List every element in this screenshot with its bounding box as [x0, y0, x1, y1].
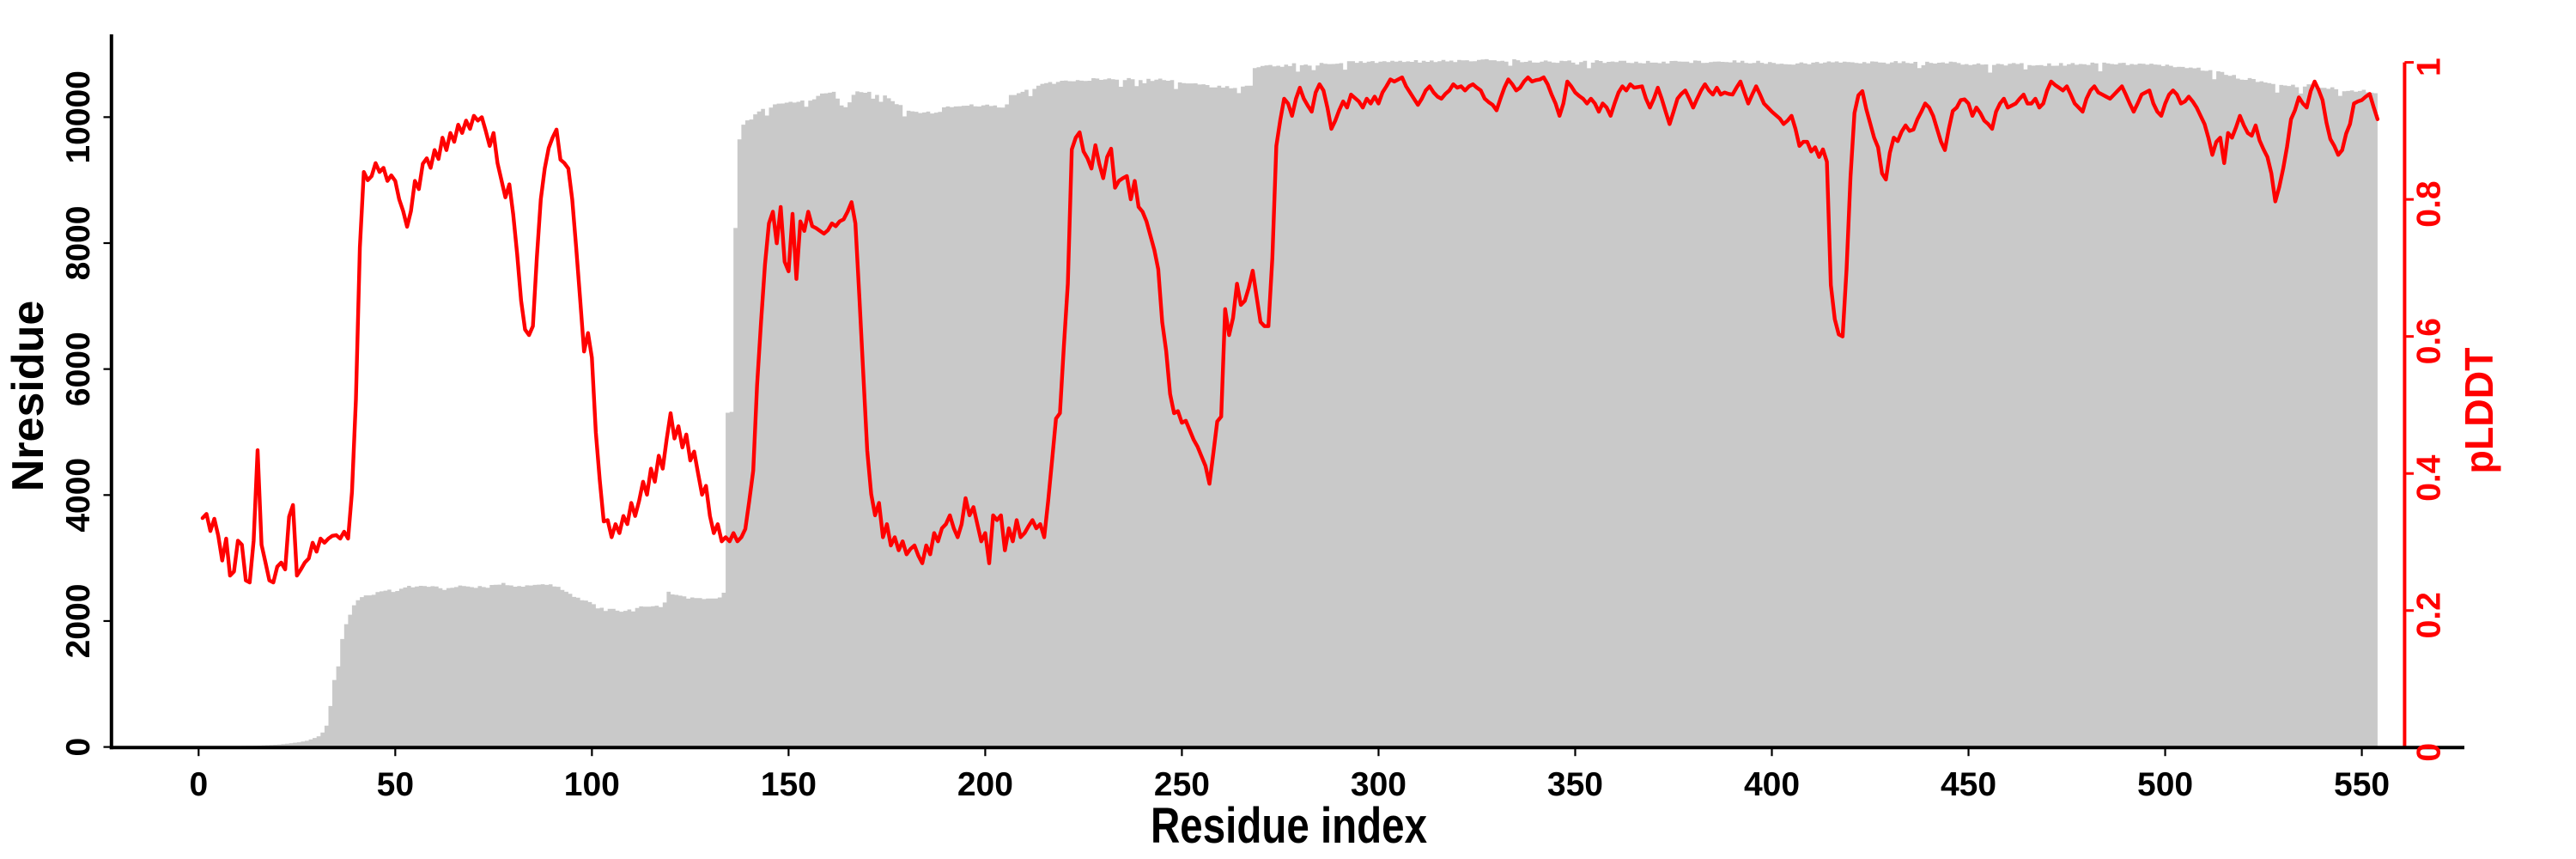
x-tick-label: 100 — [564, 766, 620, 803]
x-tick-label: 200 — [957, 766, 1013, 803]
left-axis-title: Nresidue — [3, 301, 53, 492]
bars-layer — [198, 58, 2378, 748]
left-tick-label: 0 — [60, 738, 97, 757]
right-tick-label: 0.4 — [2411, 454, 2448, 502]
left-tick-label: 10000 — [60, 70, 97, 163]
right-tick-label: 1 — [2411, 58, 2448, 76]
right-axis-title: pLDDT — [2457, 348, 2501, 474]
x-tick-label: 500 — [2137, 766, 2193, 803]
axes-layer — [103, 34, 2464, 757]
x-tick-label: 300 — [1351, 766, 1406, 803]
right-tick-label: 0.8 — [2411, 180, 2448, 227]
x-tick-label: 50 — [377, 766, 414, 803]
x-tick-label: 450 — [1941, 766, 1996, 803]
tick-labels-layer: 0 50 100 150 200 250 300 350 400 450 500 550 0 2000 40… — [60, 58, 2448, 803]
x-axis-title: Residue index — [1151, 798, 1427, 854]
line-layer — [200, 75, 2380, 585]
x-tick-label: 350 — [1547, 766, 1603, 803]
x-tick-label: 250 — [1154, 766, 1210, 803]
right-tick-label: 0.2 — [2411, 592, 2448, 638]
left-tick-label: 2000 — [60, 584, 97, 659]
nresidue-bars — [198, 58, 2378, 748]
right-tick-label: 0 — [2411, 743, 2448, 762]
left-tick-label: 8000 — [60, 206, 97, 281]
x-tick-label: 0 — [189, 766, 208, 803]
x-tick-label: 400 — [1744, 766, 1800, 803]
plddt-line — [200, 75, 2380, 585]
x-tick-label: 150 — [761, 766, 817, 803]
x-tick-label: 550 — [2334, 766, 2390, 803]
left-tick-label: 6000 — [60, 332, 97, 406]
right-tick-label: 0.6 — [2411, 318, 2448, 364]
left-tick-label: 4000 — [60, 458, 97, 533]
